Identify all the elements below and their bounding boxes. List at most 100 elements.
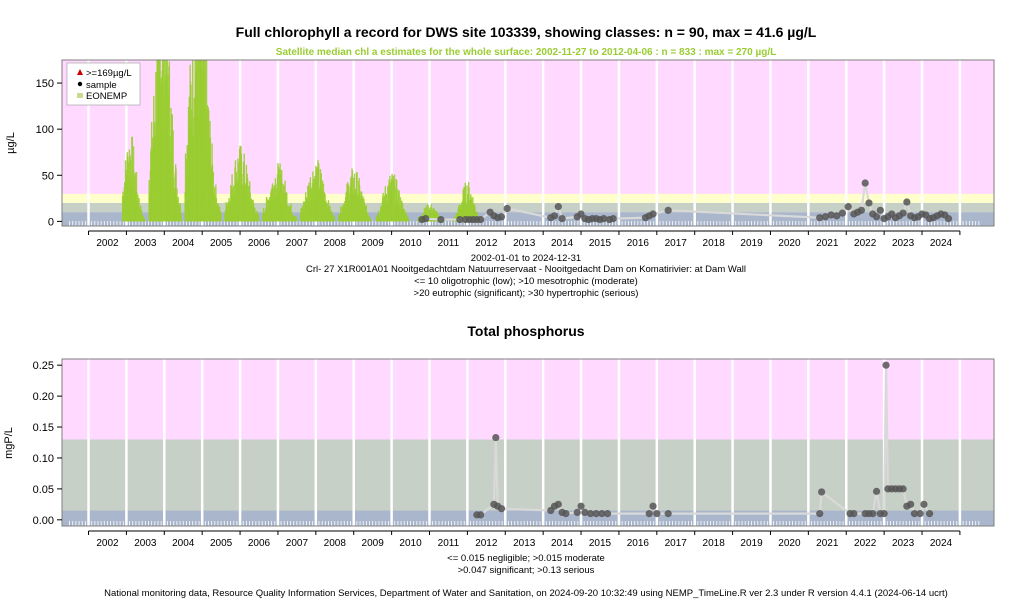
tp-xtick-label: 2008	[324, 538, 347, 549]
tp-sample-point	[869, 510, 877, 518]
legend-triangle-icon	[77, 69, 83, 75]
chl-legend: >=169µg/L sample EONEMP	[66, 62, 141, 106]
chl-xtick-label: 2005	[210, 238, 233, 249]
legend-square-icon	[77, 93, 83, 98]
chl-sample-point	[833, 212, 841, 220]
chl-y-label: µg/L	[5, 132, 17, 154]
tp-xtick-label: 2017	[665, 538, 688, 549]
chl-sample-point	[456, 215, 464, 224]
chl-title: Full chlorophyll a record for DWS site 1…	[236, 24, 817, 40]
chl-x-axis: 2002 2003 2004 2005 2006 2007 2008 2009 2010 2011…	[88, 230, 961, 249]
chl-sample-point	[477, 215, 485, 224]
chl-xtick-label: 2024	[930, 238, 953, 249]
chl-sample-point	[497, 213, 506, 221]
tp-sample-point	[592, 510, 600, 518]
tp-xtick-label: 2010	[399, 538, 422, 549]
chl-sample-point	[664, 206, 672, 214]
chl-xtick-label: 2009	[362, 238, 385, 249]
chl-sample-point	[838, 209, 847, 217]
chl-xtick-label: 2003	[134, 238, 157, 249]
tp-xtick-label: 2022	[854, 538, 877, 549]
legend-item-sample: sample	[86, 80, 117, 91]
chl-xtick-label: 2023	[892, 238, 915, 249]
tp-sample-point	[603, 510, 612, 518]
chl-xtick-label: 2012	[475, 238, 498, 249]
chl-xtick-label: 2015	[589, 238, 612, 249]
chl-xtick-label: 2014	[551, 238, 574, 249]
chl-sample-point	[872, 213, 881, 221]
tp-sample-points	[473, 361, 934, 519]
chl-sample-point	[422, 215, 430, 223]
chl-band-eutrophic	[62, 193, 994, 203]
tp-sample-point	[477, 511, 485, 519]
tp-ytick-label: 0.15	[33, 422, 54, 434]
tp-sample-point	[598, 510, 606, 518]
chl-xtick-label: 2008	[324, 238, 347, 249]
chl-sample-point	[857, 206, 865, 214]
tp-sample-point	[925, 510, 934, 518]
tp-sample-point	[850, 510, 858, 518]
tp-sample-point	[492, 433, 500, 442]
tp-xtick-label: 2023	[892, 538, 915, 549]
chl-sample-point	[899, 209, 907, 217]
tp-sample-point	[880, 510, 888, 518]
chl-xtick-label: 2010	[399, 238, 422, 249]
tp-ytick-label: 0.10	[33, 453, 54, 465]
tp-y-label: mgP/L	[3, 427, 15, 459]
chl-caption-class2: >20 eutrophic (significant); >30 hypertr…	[414, 288, 639, 299]
chl-class-bands	[62, 60, 994, 226]
chl-xtick-label: 2011	[438, 238, 460, 249]
tp-sample-point	[577, 502, 585, 510]
chl-xtick-label: 2016	[627, 238, 650, 249]
tp-xtick-label: 2006	[248, 538, 271, 549]
chl-sample-point	[821, 213, 830, 221]
tp-sample-point	[497, 505, 506, 513]
tp-title: Total phosphorus	[467, 323, 584, 339]
chl-sample-point	[609, 215, 617, 223]
tp-sample-point	[586, 510, 595, 518]
tp-ytick-label: 0.20	[33, 391, 54, 403]
chl-ytick-label: 50	[42, 170, 54, 182]
chl-satellite-series	[121, 60, 479, 222]
tp-xtick-label: 2004	[172, 538, 195, 549]
tp-caption-class2: >0.047 significant; >0.13 serious	[458, 565, 595, 576]
tp-xtick-label: 2009	[362, 538, 385, 549]
footer-credit: National monitoring data, Resource Quali…	[104, 588, 948, 599]
tp-sample-point	[882, 361, 890, 369]
chl-caption-site: Crl- 27 X1R001A01 Nooitgedachtdam Natuur…	[306, 264, 746, 275]
tp-xtick-label: 2019	[740, 538, 763, 549]
tp-xtick-label: 2020	[778, 538, 801, 549]
chl-y-axis: 0 50 100 150	[36, 78, 62, 228]
tp-xtick-label: 2012	[475, 538, 498, 549]
chl-ytick-label: 0	[48, 216, 54, 228]
chl-sample-point	[437, 215, 445, 224]
chl-sample-point	[861, 179, 869, 187]
chl-band-mesotrophic	[62, 202, 994, 213]
chl-sample-point	[550, 212, 559, 220]
chl-ytick-label: 100	[36, 124, 54, 136]
tp-xtick-label: 2024	[930, 538, 953, 549]
chl-sample-point	[554, 203, 562, 211]
legend-dot-icon	[77, 81, 83, 87]
chl-xtick-label: 2019	[740, 238, 763, 249]
tp-xtick-label: 2007	[286, 538, 309, 549]
tp-sample-point	[664, 510, 672, 518]
chl-sample-point	[865, 199, 873, 207]
tp-sample-point	[907, 500, 915, 508]
chl-xtick-label: 2017	[665, 238, 688, 249]
tp-sample-point	[818, 488, 826, 496]
chl-caption-class1: <= 10 oligotrophic (low); >10 mesotrophi…	[414, 276, 638, 287]
tp-xtick-label: 2005	[210, 538, 233, 549]
tp-sample-point	[899, 485, 907, 493]
chl-sample-point	[876, 206, 884, 214]
tp-sample-point	[581, 508, 589, 516]
chl-sample-point	[944, 215, 953, 223]
tp-xtick-label: 2002	[96, 538, 119, 549]
tp-xtick-label: 2003	[134, 538, 157, 549]
tp-xtick-label: 2013	[513, 538, 536, 549]
tp-sample-point	[816, 510, 824, 518]
tp-ytick-label: 0.05	[33, 484, 54, 496]
chl-xtick-label: 2021	[816, 238, 839, 249]
tp-xtick-label: 2021	[816, 538, 839, 549]
tp-class-bands	[62, 359, 994, 526]
